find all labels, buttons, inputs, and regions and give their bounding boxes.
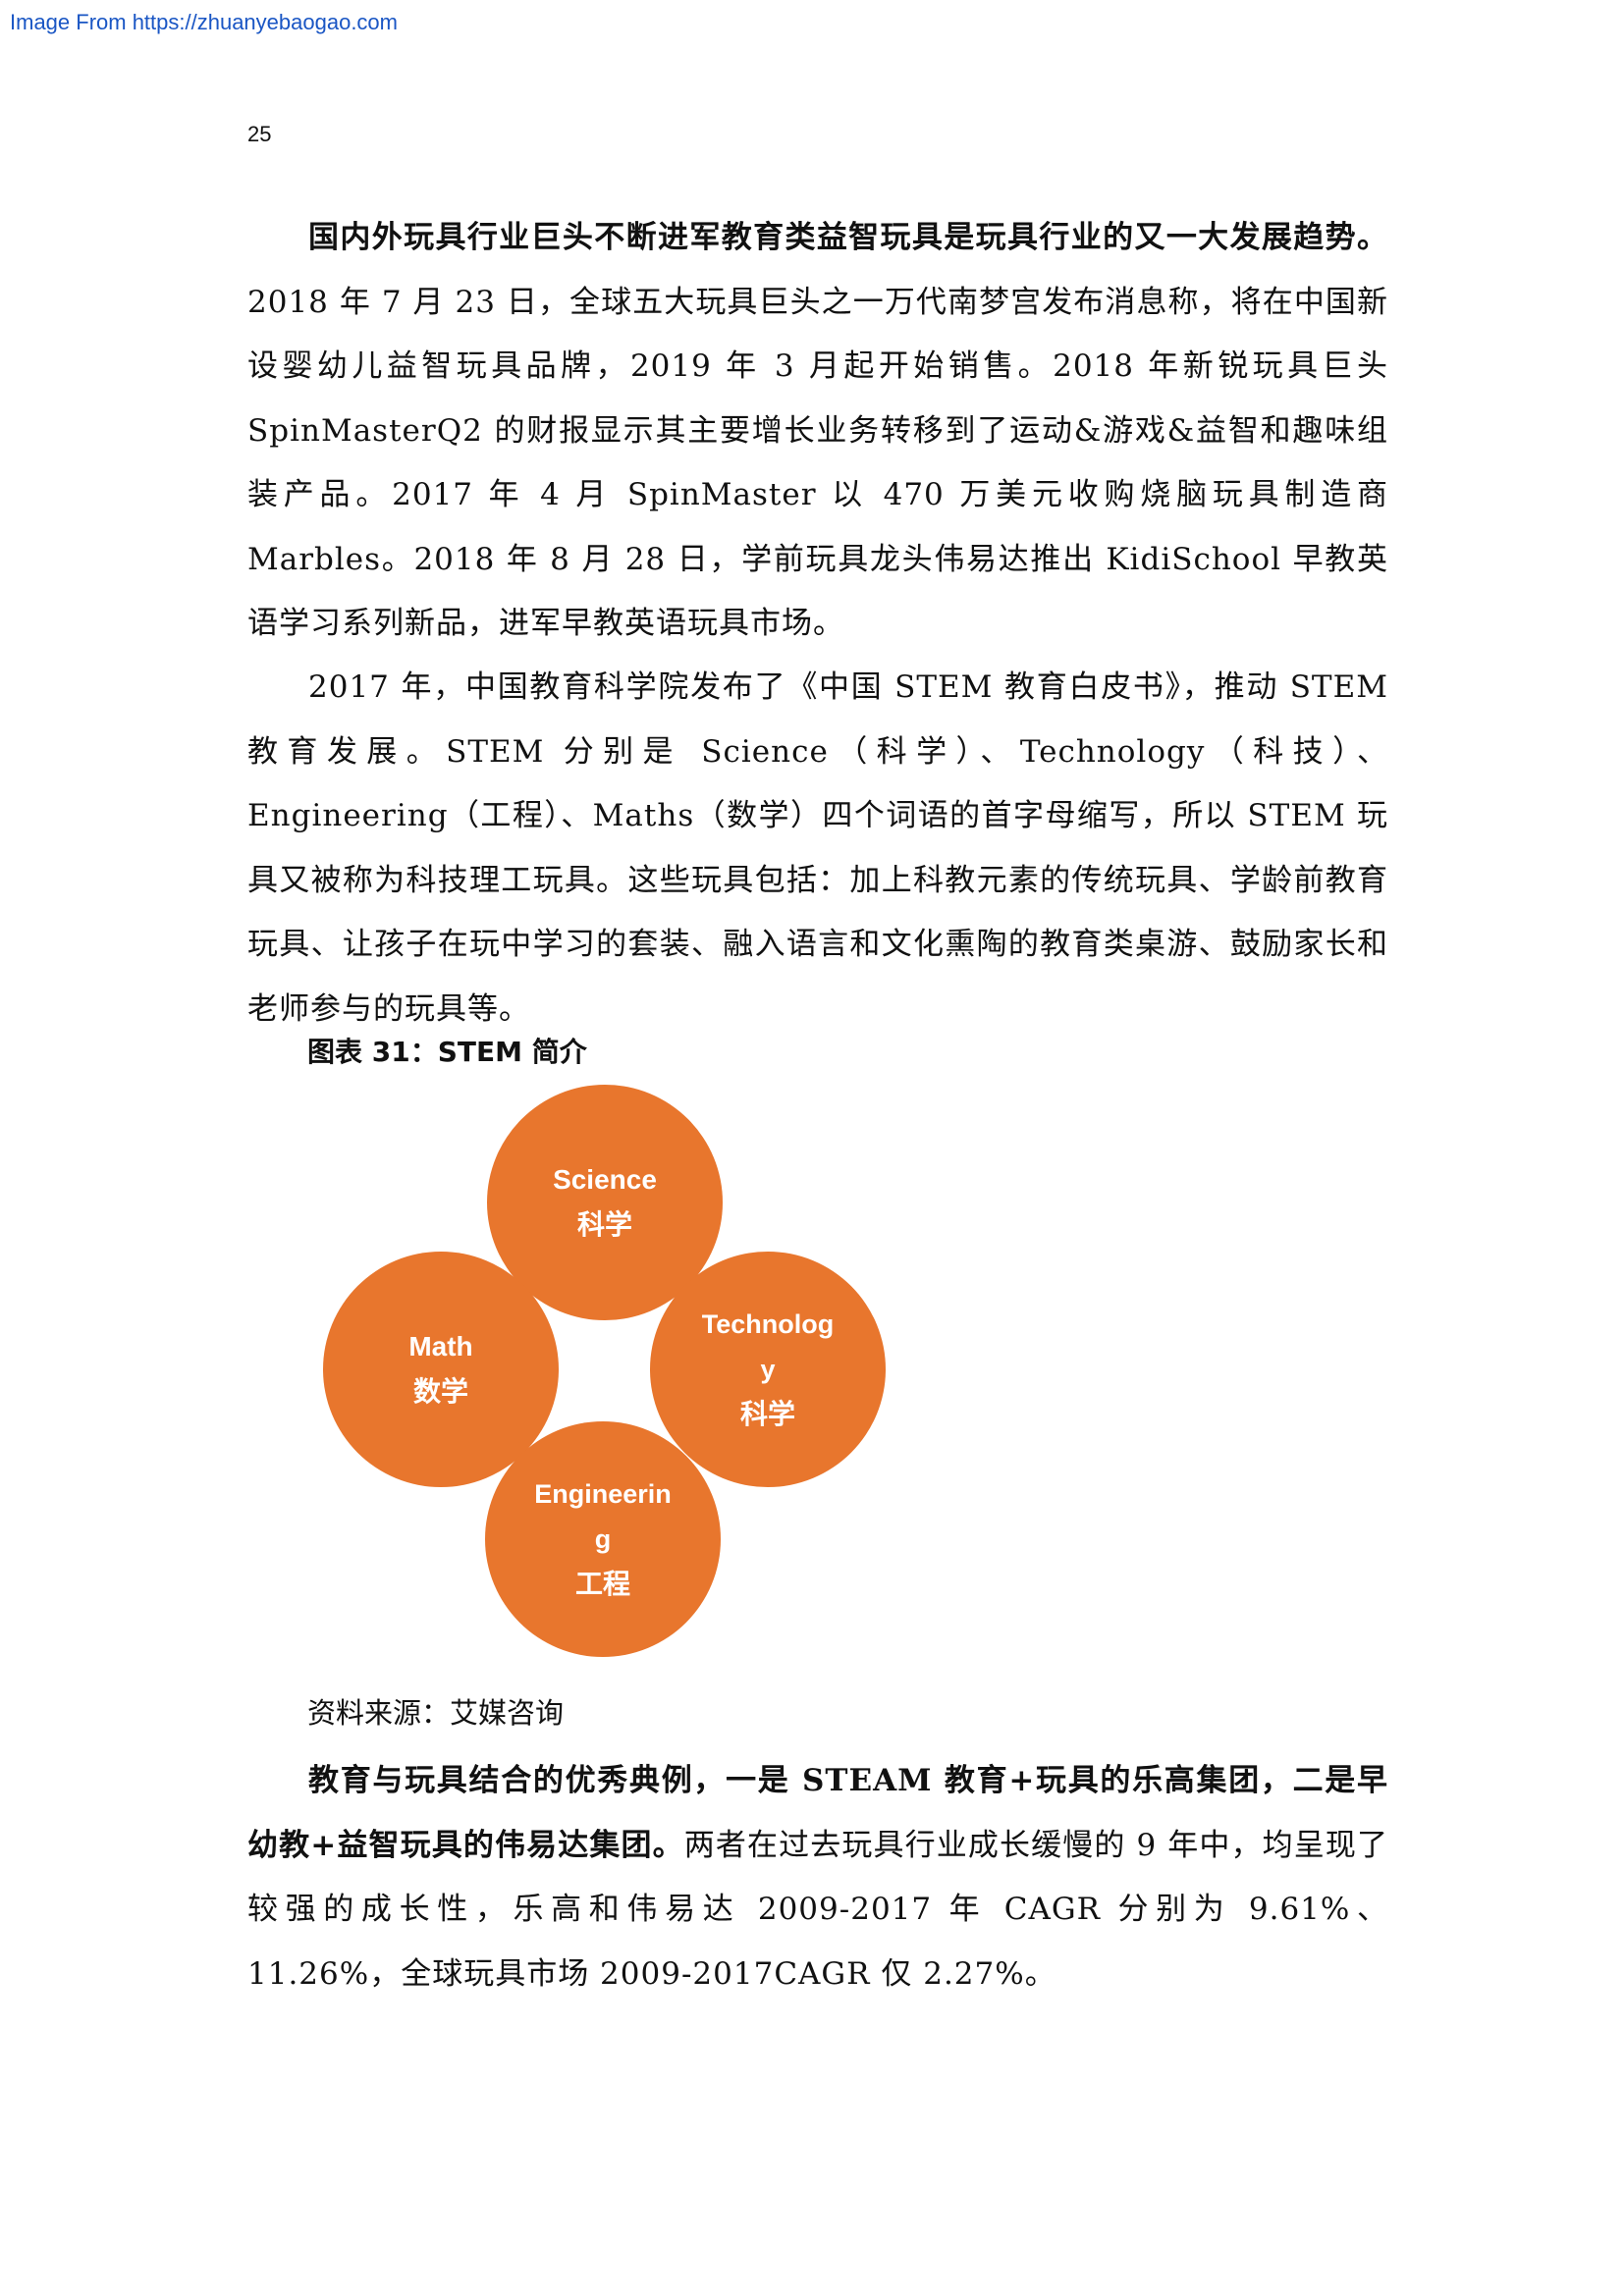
engineering-label-en-line2: g	[594, 1524, 612, 1554]
figure-source: 资料来源：艾媒咨询	[307, 1696, 565, 1730]
paragraph-lead: 国内外玩具行业巨头不断进军教育类益智玩具是玩具行业的又一大发展趋势。	[308, 220, 1388, 255]
watermark-text[interactable]: Image From https://zhuanyebaogao.com	[10, 10, 398, 34]
technology-circle: Technolog y 科学	[650, 1252, 886, 1487]
math-label-en: Math	[408, 1331, 473, 1362]
math-label-zh: 数学	[412, 1375, 468, 1408]
paragraph-toy-giants: 国内外玩具行业巨头不断进军教育类益智玩具是玩具行业的又一大发展趋势。 2018 年…	[247, 206, 1388, 657]
technology-label-en-line2: y	[760, 1355, 776, 1384]
paragraph-body: 两者在过去玩具行业成长缓慢的 9 年中，均呈现了较强的成长性，乐高和伟易达 20…	[247, 1827, 1388, 1992]
science-label-en: Science	[553, 1164, 657, 1195]
engineering-label-zh: 工程	[574, 1568, 630, 1600]
science-label-zh: 科学	[576, 1208, 632, 1241]
paragraph-lead: 教育与玩具结合的优秀典例，一是 STEAM 教育+玩具的乐高集团，二是早幼教+益…	[247, 1763, 1388, 1863]
science-circle: Science 科学	[487, 1085, 723, 1320]
paragraph-stem: 2017 年，中国教育科学院发布了《中国 STEM 教育白皮书》，推动 STEM…	[247, 669, 1388, 1027]
engineering-label-en-line1: Engineerin	[534, 1479, 672, 1509]
technology-label-zh: 科学	[739, 1398, 795, 1430]
paragraph-examples: 教育与玩具结合的优秀典例，一是 STEAM 教育+玩具的乐高集团，二是早幼教+益…	[247, 1749, 1388, 2006]
figure-caption: 图表 31：STEM 简介	[307, 1036, 587, 1068]
technology-label-en-line1: Technolog	[701, 1309, 835, 1339]
paragraph-body: 2018 年 7 月 23 日，全球五大玩具巨头之一万代南梦宫发布消息称，将在中…	[247, 284, 1388, 642]
page-number: 25	[247, 122, 272, 146]
engineering-circle: Engineerin g 工程	[485, 1421, 721, 1657]
math-circle: Math 数学	[323, 1252, 559, 1487]
